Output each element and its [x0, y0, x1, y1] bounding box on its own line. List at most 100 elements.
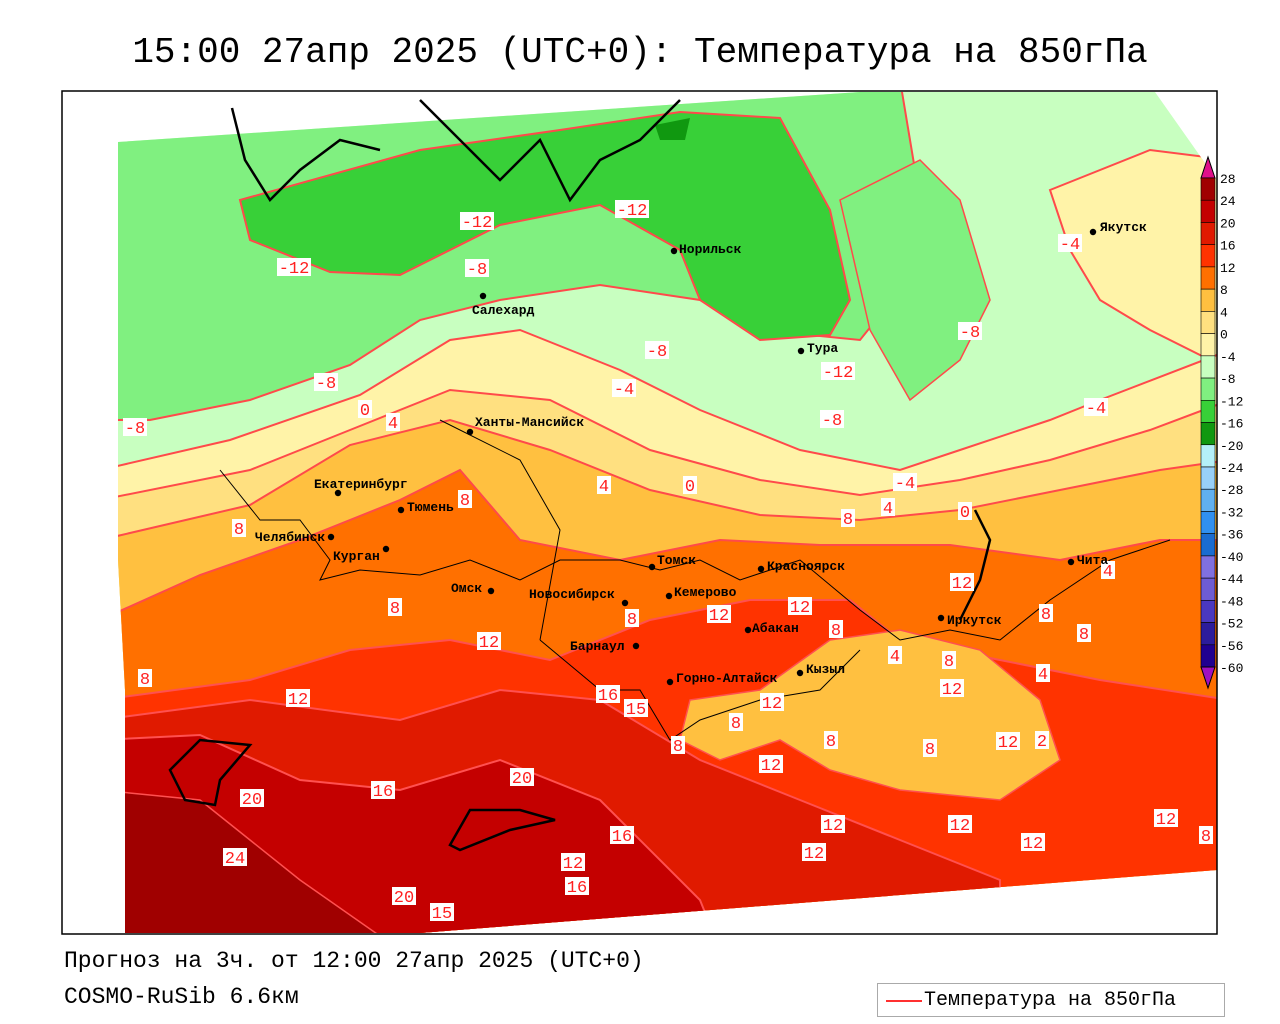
contour-label-text: 20 [242, 791, 262, 810]
city-dot-icon [757, 565, 765, 573]
contour-label-text: 8 [731, 715, 741, 734]
colorbar-tick-label: 28 [1220, 172, 1236, 187]
city: Абакан [744, 621, 799, 636]
city: Новосибирск [529, 587, 629, 607]
city-markers: Якутск Норильск Салехард Тура Ханты-Мансийск… [255, 220, 1147, 686]
contour-label: 12 [1021, 833, 1045, 854]
contour-label: 0 [958, 502, 972, 523]
contour-label: 8 [671, 736, 685, 757]
contour-label: 12 [948, 815, 972, 836]
colorbar-bin [1200, 266, 1216, 290]
city: Екатеринбург [314, 477, 408, 497]
city: Омск [451, 581, 495, 596]
city-label: Абакан [752, 621, 799, 636]
contour-label: 12 [477, 632, 501, 653]
city-label: Барнаул [570, 639, 625, 654]
colorbar-tick-label: 16 [1220, 239, 1236, 254]
contour-label-text: 12 [950, 817, 970, 836]
legend: Температура на 850гПа [877, 983, 1225, 1017]
colorbar-tick-label: -4 [1220, 350, 1236, 365]
band-minus20-minus16 [655, 118, 690, 140]
colorbar-tick-label: -48 [1220, 594, 1243, 609]
city: Норильск [670, 242, 742, 257]
contour-label: 24 [223, 848, 247, 869]
colorbar-bin [1200, 444, 1216, 468]
contour-label-text: 8 [843, 511, 853, 530]
contour-label-text: 8 [1079, 626, 1089, 645]
contour-label-text: 15 [626, 701, 646, 720]
contour-label: 12 [286, 689, 310, 710]
colorbar-bin [1200, 355, 1216, 379]
contour-label: 12 [821, 815, 845, 836]
colorbar-bin [1200, 533, 1216, 557]
colorbar-bin [1200, 311, 1216, 334]
city-dot-icon [744, 626, 752, 634]
contour-label: 8 [1077, 624, 1091, 645]
contour-label-text: 20 [394, 889, 414, 908]
contour-label: 8 [923, 739, 937, 760]
contour-label: 12 [802, 843, 826, 864]
contour-label-text: 16 [612, 828, 632, 847]
model-name: COSMO-RuSib 6.6км [64, 984, 299, 1010]
contour-label-text: 20 [512, 770, 532, 789]
contour-label: 4 [1036, 664, 1050, 685]
colorbar-tick-label: -20 [1220, 439, 1243, 454]
contour-label-text: 12 [563, 855, 583, 874]
contour-label: 20 [392, 887, 416, 908]
contour-label: 12 [760, 693, 784, 714]
contour-label: -4 [1058, 234, 1082, 255]
city: Горно-Алтайск [666, 671, 778, 686]
contour-label-text: 4 [599, 478, 609, 497]
contour-label: 0 [358, 400, 372, 421]
city-label: Чита [1077, 553, 1108, 568]
mountain-patch-4-8 [679, 629, 1061, 801]
contour-label: 8 [458, 490, 472, 511]
contour-label-text: 0 [360, 402, 370, 421]
city: Кызыл [796, 662, 845, 677]
colorbar-tick-label: -12 [1220, 394, 1243, 409]
contour-label-text: 12 [288, 691, 308, 710]
contour-label-text: 8 [390, 600, 400, 619]
city-dot-icon [466, 428, 474, 436]
colorbar-tick-label: -8 [1220, 372, 1236, 387]
colorbar-tick-label: -52 [1220, 617, 1243, 632]
city-label: Горно-Алтайск [676, 671, 778, 686]
colorbar-bin [1200, 222, 1216, 245]
contour-label-text: 8 [234, 521, 244, 540]
contour-label: -12 [821, 362, 855, 383]
contour-label: 8 [625, 609, 639, 630]
contour-label-text: 12 [762, 695, 782, 714]
contour-label-text: -8 [960, 324, 980, 343]
city-label: Новосибирск [529, 587, 615, 602]
city: Тура [797, 341, 838, 356]
colorbar-tick-label: -56 [1220, 639, 1243, 654]
contour-label-text: -12 [617, 202, 648, 221]
contour-label-text: 12 [942, 681, 962, 700]
contour-label-text: 12 [709, 607, 729, 626]
city-dot-icon [327, 533, 335, 541]
city-label: Иркутск [947, 613, 1002, 628]
city: Ханты-Мансийск [466, 415, 584, 436]
contour-label-text: -4 [614, 381, 634, 400]
city: Томск [648, 553, 696, 571]
colorbar-tick-label: -16 [1220, 417, 1243, 432]
contour-label-text: -8 [822, 412, 842, 431]
contour-label: 15 [430, 903, 454, 924]
contour-label: 8 [824, 731, 838, 752]
contour-label-text: 15 [432, 905, 452, 924]
colorbar-bin [1200, 622, 1216, 646]
city-label: Томск [657, 553, 696, 568]
colorbar-bin [1200, 244, 1216, 268]
colorbar-bin [1200, 600, 1216, 623]
colorbar-bin [1200, 422, 1216, 446]
colorbar-bin [1200, 333, 1216, 357]
contour-label-text: 4 [388, 415, 398, 434]
contour-label-text: 0 [685, 478, 695, 497]
colorbar-tick-label: -60 [1220, 661, 1243, 676]
city-dot-icon [648, 563, 656, 571]
city: Челябинск [255, 530, 335, 545]
legend-line-swatch [886, 1000, 922, 1002]
city: Красноярск [757, 559, 845, 574]
contour-label: -12 [615, 200, 649, 221]
